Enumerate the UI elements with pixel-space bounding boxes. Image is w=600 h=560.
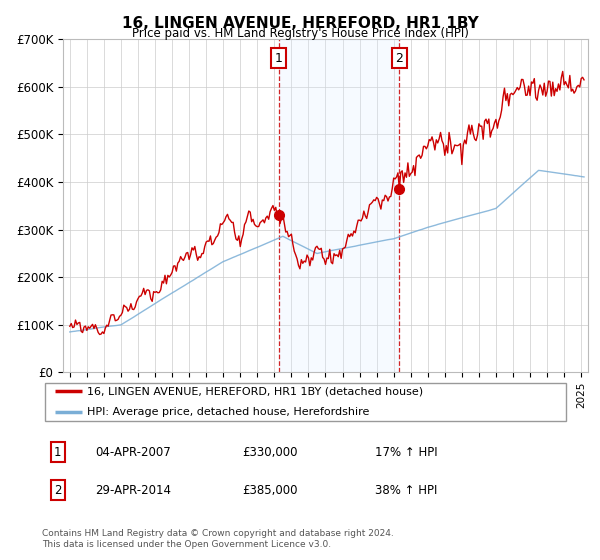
Bar (278, 39, 400, 372)
Text: Price paid vs. HM Land Registry's House Price Index (HPI): Price paid vs. HM Land Registry's House … (131, 27, 469, 40)
Text: £330,000: £330,000 (242, 446, 298, 459)
Text: 29-APR-2014: 29-APR-2014 (95, 484, 171, 497)
Text: 04-APR-2007: 04-APR-2007 (95, 446, 170, 459)
Text: 2: 2 (54, 484, 62, 497)
Text: 2: 2 (395, 52, 403, 65)
FancyBboxPatch shape (44, 383, 566, 421)
Text: £385,000: £385,000 (242, 484, 298, 497)
Text: 16, LINGEN AVENUE, HEREFORD, HR1 1BY: 16, LINGEN AVENUE, HEREFORD, HR1 1BY (122, 16, 478, 31)
Text: HPI: Average price, detached house, Herefordshire: HPI: Average price, detached house, Here… (87, 407, 369, 417)
Text: 38% ↑ HPI: 38% ↑ HPI (374, 484, 437, 497)
Text: 16, LINGEN AVENUE, HEREFORD, HR1 1BY (detached house): 16, LINGEN AVENUE, HEREFORD, HR1 1BY (de… (87, 386, 423, 396)
Text: Contains HM Land Registry data © Crown copyright and database right 2024.
This d: Contains HM Land Registry data © Crown c… (42, 529, 394, 549)
Text: 17% ↑ HPI: 17% ↑ HPI (374, 446, 437, 459)
Text: 1: 1 (275, 52, 283, 65)
Text: 1: 1 (54, 446, 62, 459)
